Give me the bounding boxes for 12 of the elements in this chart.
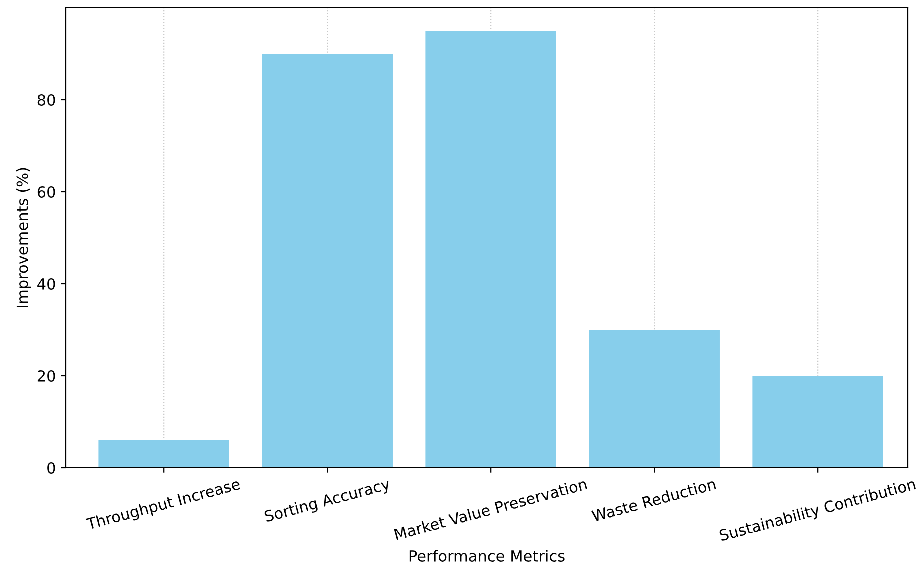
bar: [589, 330, 720, 468]
bar: [752, 376, 884, 468]
bar: [98, 440, 230, 468]
bar: [426, 31, 556, 468]
y-axis-title: Improvements (%): [16, 168, 32, 308]
bar: [262, 54, 393, 468]
x-axis-title: Performance Metrics: [410, 550, 565, 562]
y-tick-label: 0: [48, 462, 56, 474]
y-tick-label: 40: [38, 278, 56, 290]
y-tick-label: 60: [38, 186, 56, 198]
y-tick-label: 80: [38, 94, 56, 106]
y-tick-label: 20: [38, 370, 56, 382]
